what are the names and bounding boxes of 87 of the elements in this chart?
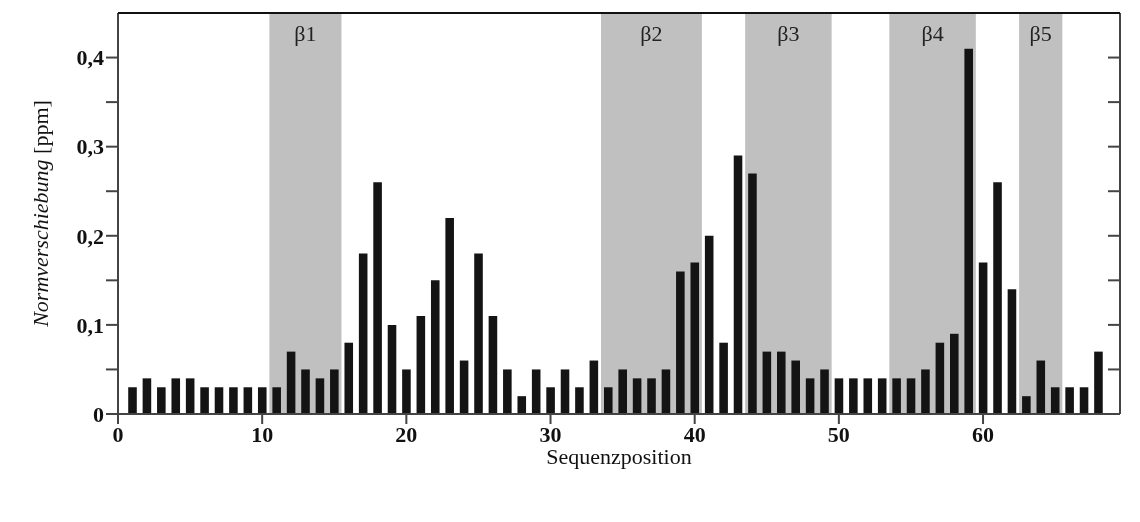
bar [459,360,469,414]
bar [546,387,555,414]
bar [531,369,541,414]
y-tick-label: 0,2 [76,223,104,249]
bar [488,315,498,414]
bar [171,378,181,414]
bar [748,173,757,414]
band-label: β1 [294,20,317,46]
bar [286,351,296,414]
bar [416,315,426,414]
bar [820,369,829,414]
x-tick-label: 50 [827,421,850,447]
bar [603,387,613,414]
y-axis-title: Normverschiebung [ppm] [28,100,53,328]
bar [863,378,873,414]
bar [589,360,599,414]
bar [647,378,656,414]
x-tick-label: 10 [251,421,274,447]
bar [1036,360,1046,414]
bar [257,387,267,414]
bar [1007,289,1017,414]
bar [344,342,354,414]
bar [1065,387,1074,414]
band-label: β5 [1029,20,1052,46]
y-tick-label: 0,3 [76,134,104,160]
bar [301,369,310,414]
band-label: β2 [640,20,663,46]
y-tick-label: 0,4 [76,45,104,71]
bar [185,378,195,414]
bar [690,262,700,414]
bar [402,369,411,414]
bar [128,387,137,414]
x-tick-label: 30 [539,421,562,447]
bar [834,378,844,414]
bar [387,324,397,414]
band-label: β4 [921,20,944,46]
bar [474,253,483,414]
bar [661,369,671,414]
bar [315,378,325,414]
bar [373,182,382,414]
bar [935,342,945,414]
y-tick-label: 0 [93,401,104,427]
bar [1079,387,1089,414]
bar [142,378,152,414]
bar [978,262,988,414]
bar [157,387,166,414]
bar [503,369,512,414]
bar [358,253,368,414]
bar [1094,351,1103,414]
bar [949,333,959,414]
bar [560,369,570,414]
x-tick-label: 0 [112,421,124,447]
x-tick-label: 20 [395,421,418,447]
bar [964,48,973,414]
bar [892,378,901,414]
bar [877,378,887,414]
bar [805,378,815,414]
bar [676,271,685,414]
bar [575,387,584,414]
bar [733,155,743,414]
x-tick-label: 60 [972,421,995,447]
bar [430,280,440,414]
bar [921,369,930,414]
bar [445,217,454,414]
bar [1050,387,1060,414]
band-label: β3 [777,20,800,46]
bar [243,387,253,414]
bar [791,360,800,414]
x-axis-title: Sequenzposition [546,444,692,469]
bar [200,387,209,414]
bar [517,396,527,414]
x-tick-label: 40 [683,421,706,447]
bar [330,369,339,414]
bar [762,351,772,414]
y-tick-label: 0,1 [76,312,104,338]
bar [776,351,786,414]
bar [214,387,224,414]
bar [618,369,627,414]
bar [632,378,642,414]
bar [704,235,714,414]
bar [719,342,728,414]
bar [849,378,858,414]
bar [272,387,281,414]
bar [229,387,238,414]
bar [1022,396,1031,414]
bar [993,182,1002,414]
bar [906,378,916,414]
